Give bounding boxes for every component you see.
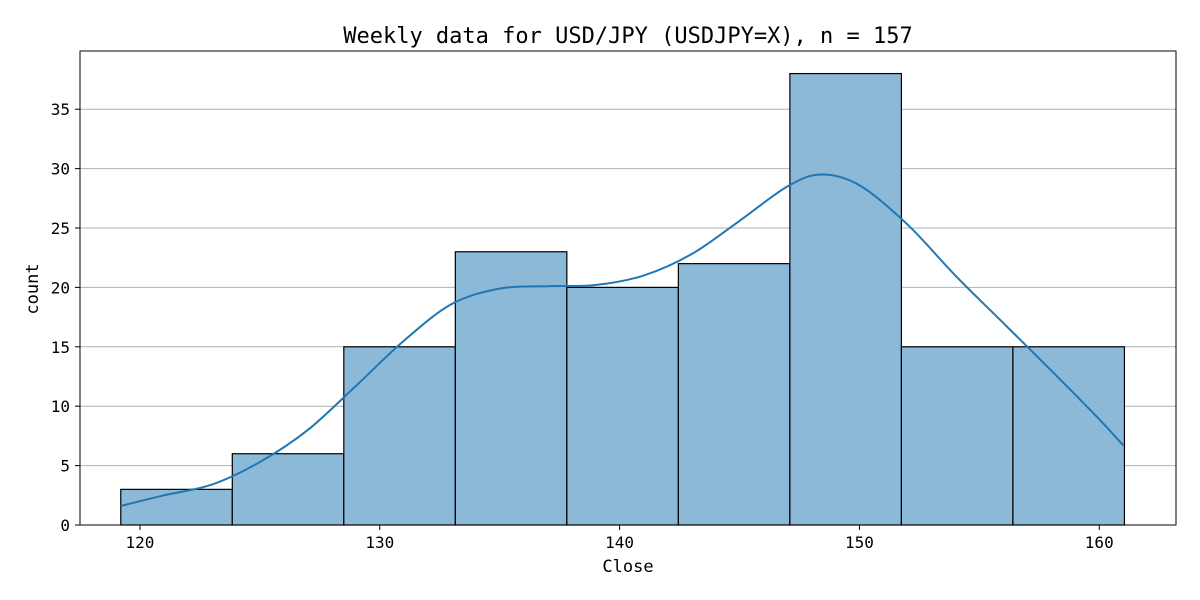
y-axis-label: count [23, 263, 43, 314]
y-tick-label: 30 [51, 160, 70, 179]
x-tick-label: 150 [845, 533, 874, 552]
kde-curve [120, 173, 1124, 507]
histogram-bar [1012, 346, 1126, 526]
histogram-bar [677, 263, 791, 526]
histogram-bar [900, 346, 1014, 526]
histogram-bar [231, 453, 345, 526]
x-axis-ticks: 120 130 140 150 160 [126, 525, 1114, 552]
y-tick-label: 5 [60, 457, 70, 476]
y-tick-label: 0 [60, 516, 70, 535]
x-axis-label: Close [602, 557, 653, 577]
y-tick-label: 25 [51, 219, 70, 238]
y-tick-label: 35 [51, 100, 70, 119]
histogram-bar [566, 286, 679, 526]
x-tick-label: 130 [365, 533, 394, 552]
histogram-bars [120, 72, 1126, 526]
y-axis-ticks: 0 5 10 15 20 25 30 35 [51, 100, 80, 535]
y-tick-label: 15 [51, 338, 70, 357]
histogram-bar [343, 346, 456, 526]
x-tick-label: 140 [605, 533, 634, 552]
x-tick-label: 120 [126, 533, 155, 552]
plot-frame [79, 50, 1177, 526]
chart-title: Weekly data for USD/JPY (USDJPY=X), n = … [343, 24, 913, 49]
histogram-bar [789, 72, 903, 526]
x-tick-label: 160 [1085, 533, 1114, 552]
histogram-bar [454, 251, 568, 526]
histogram-bar [120, 488, 233, 526]
y-tick-label: 10 [51, 397, 70, 416]
y-tick-label: 20 [51, 278, 70, 297]
